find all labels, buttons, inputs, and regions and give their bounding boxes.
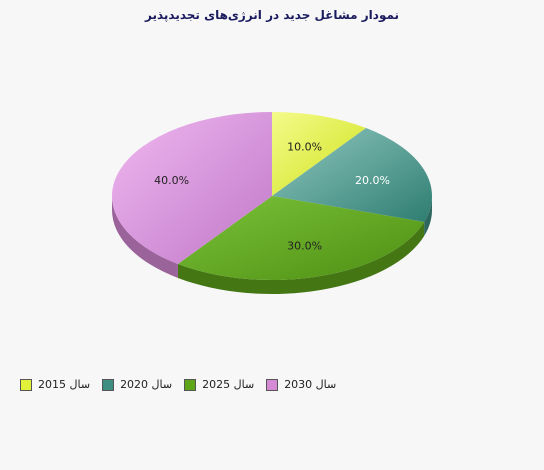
pie-data-label-1: 10.0% (287, 140, 322, 153)
legend-item-1: سال 2015 (20, 378, 90, 391)
legend-item-3: سال 2025 (184, 378, 254, 391)
pie-slice-side-2 (424, 196, 432, 236)
legend-item-2: سال 2020 (102, 378, 172, 391)
pie-slice-4[interactable] (112, 112, 273, 264)
pie-slice-3[interactable] (177, 196, 425, 280)
pie-data-label-3: 30.0% (287, 240, 322, 253)
legend-swatch (20, 378, 32, 391)
pie-data-label-4: 40.0% (154, 174, 189, 187)
legend-label: سال 2020 (120, 378, 173, 391)
legend-swatch (102, 378, 115, 391)
pie-slice-1[interactable] (272, 112, 367, 196)
legend-swatch (184, 378, 197, 391)
chart-title: نمودار مشاغل جدید در انرژی‌های تجدیدپذیر (144, 8, 400, 22)
legend-item-4: سال 2030 (266, 378, 336, 391)
legend-swatch (266, 378, 279, 391)
pie-data-label-2: 20.0% (355, 174, 390, 187)
pie-slice-side-3 (177, 221, 425, 294)
legend-label: سال 2025 (202, 378, 255, 391)
pie-slice-2[interactable] (272, 128, 432, 222)
legend-label: سال 2030 (284, 378, 337, 391)
legend: سال 2015 سال 2020 سال 2025 سال 2030 (20, 378, 348, 391)
legend-label: سال 2015 (38, 378, 91, 391)
pie-slice-side-4 (112, 196, 178, 278)
